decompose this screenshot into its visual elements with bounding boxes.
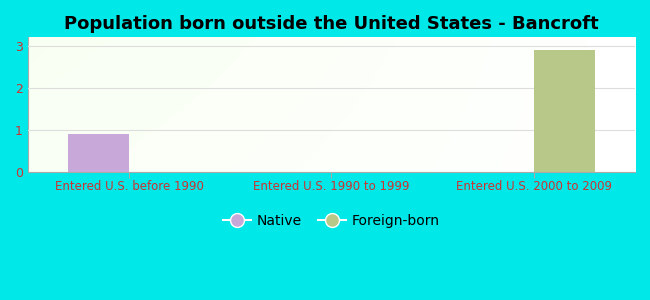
Bar [534,50,595,172]
Title: Population born outside the United States - Bancroft: Population born outside the United State… [64,15,599,33]
Legend: Native, Foreign-born: Native, Foreign-born [218,209,445,234]
Bar [68,134,129,172]
